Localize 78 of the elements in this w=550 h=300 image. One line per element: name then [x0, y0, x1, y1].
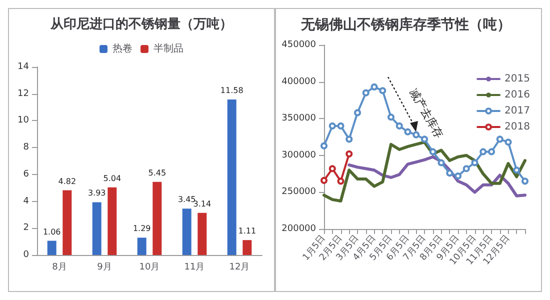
data-label: 11.58 [220, 86, 244, 95]
x-tick-label: 11月 [184, 262, 205, 272]
data-label: 3.14 [193, 199, 212, 208]
data-label: 5.45 [148, 168, 166, 178]
point [337, 178, 344, 185]
y-tick-label: 14 [18, 62, 30, 72]
point [462, 165, 470, 172]
point [370, 83, 378, 90]
point [379, 87, 386, 94]
point [412, 131, 420, 138]
chart-title: 从印尼进口的不锈钢量（万吨） [50, 16, 232, 32]
y-tick-label: 12 [18, 88, 29, 99]
legend-label: 2016 [504, 90, 530, 100]
point [320, 142, 328, 150]
point [480, 148, 487, 156]
data-label: 1.11 [238, 226, 256, 236]
y-tick-label: 8 [23, 142, 30, 153]
y-tick-label: 6 [23, 169, 30, 180]
point [346, 136, 353, 143]
point [438, 159, 445, 166]
bar [47, 240, 56, 255]
y-tick-label: 4 [23, 196, 30, 206]
bar [198, 212, 207, 255]
point [328, 165, 336, 172]
bar [62, 190, 72, 255]
point [454, 172, 462, 180]
y-tick-label: 450000 [282, 40, 316, 50]
point [362, 89, 370, 96]
y-tick-label: 400000 [282, 76, 316, 87]
y-tick-label: 300000 [282, 150, 316, 160]
data-label: 5.04 [103, 174, 122, 183]
legend-label: 2015 [504, 74, 530, 84]
data-label: 1.29 [132, 224, 151, 234]
line-series [348, 155, 526, 198]
legend-label: 2018 [504, 122, 530, 132]
x-tick-label: 10月 [139, 262, 160, 272]
y-tick-label: 10 [18, 116, 30, 126]
point [421, 136, 428, 143]
y-tick-label: 2 [23, 223, 29, 234]
bar [137, 238, 146, 255]
y-tick-label: 200000 [282, 224, 316, 234]
point [404, 128, 412, 136]
annotation: 减产去库存 [407, 86, 446, 141]
point [471, 159, 478, 166]
y-tick-label: 250000 [282, 187, 316, 198]
point [320, 176, 328, 184]
point [396, 122, 403, 130]
legend-label: 半制品 [154, 42, 184, 54]
point [446, 170, 454, 177]
y-tick-label: 0 [23, 250, 30, 260]
bar [182, 208, 192, 255]
bar [227, 99, 236, 255]
y-tick-label: 350000 [282, 114, 316, 124]
bar [92, 202, 102, 255]
data-label: 3.93 [88, 188, 106, 198]
data-label: 4.82 [58, 176, 76, 186]
point [504, 138, 512, 146]
legend-label: 2017 [504, 106, 530, 116]
point [513, 166, 520, 174]
bar [152, 182, 162, 255]
point [346, 150, 353, 158]
point [496, 136, 504, 143]
point [388, 114, 394, 121]
point [522, 178, 528, 185]
data-label: 1.06 [42, 227, 61, 236]
x-tick-label: 12月 [229, 262, 250, 272]
point [488, 148, 495, 156]
bar [108, 187, 117, 255]
data-label: 3.45 [178, 195, 196, 204]
point [354, 109, 361, 116]
x-tick-label: 9月 [97, 262, 112, 272]
point [429, 148, 436, 156]
chart-title: 无锡佛山不锈钢库存季节性（吨） [300, 16, 511, 33]
point [328, 122, 336, 130]
point [337, 122, 344, 130]
bar [242, 240, 252, 255]
x-tick-label: 8月 [52, 262, 67, 272]
legend-label: 热卷 [112, 42, 132, 54]
